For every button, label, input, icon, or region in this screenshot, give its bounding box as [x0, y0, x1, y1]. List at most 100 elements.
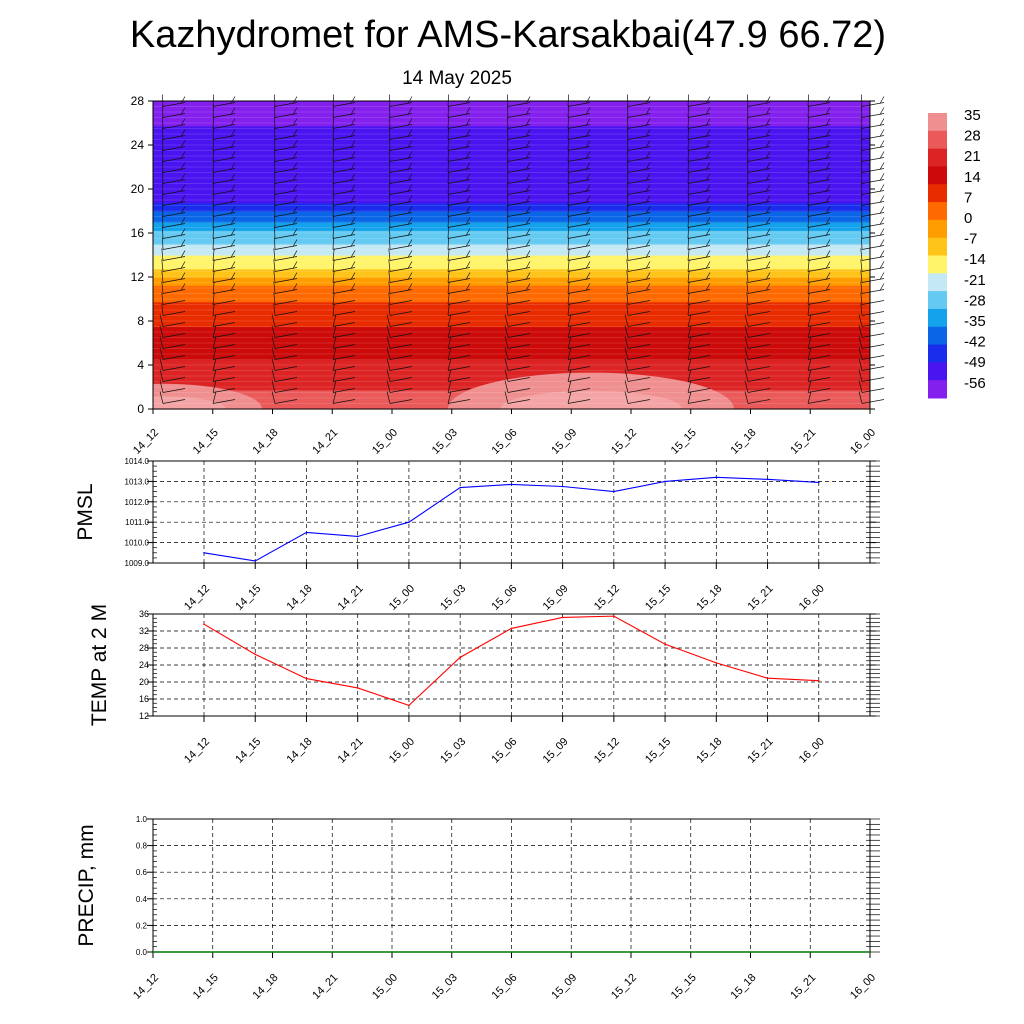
heat-band	[153, 125, 870, 130]
wind-barb	[212, 182, 236, 195]
wind-barb-shaft	[687, 388, 711, 393]
wind-barb-staff	[861, 193, 863, 206]
wind-barb-feather	[465, 140, 471, 148]
y-tick-label: 4	[137, 358, 144, 372]
wind-barb	[332, 391, 356, 404]
wind-barb	[388, 281, 413, 294]
wind-barb-staff	[567, 259, 570, 272]
heat-band	[153, 175, 870, 179]
chart-subtitle: 14 May 2025	[402, 68, 512, 89]
wind-barb-staff	[861, 237, 863, 250]
wind-barb-staff	[447, 358, 452, 371]
wind-barb	[687, 237, 711, 250]
wind-barb-staff	[332, 215, 334, 228]
wind-barb-shaft	[747, 355, 771, 360]
wind-barb	[507, 182, 531, 195]
wind-barb-feather	[585, 250, 591, 258]
wind-barb-staff	[212, 226, 214, 239]
x-tick-label: 14_18	[284, 583, 314, 613]
data-point	[561, 616, 564, 619]
wind-barb-feather	[465, 162, 471, 170]
wind-barb-staff	[860, 303, 863, 316]
heat-band	[153, 142, 870, 146]
wind-barb-staff	[807, 369, 812, 382]
heat-band	[153, 120, 870, 124]
wind-barb-feather	[645, 239, 651, 247]
wind-barb-feather	[180, 140, 186, 148]
wind-barb	[687, 292, 711, 305]
colorbar-swatch	[928, 130, 947, 150]
wind-barb-staff	[212, 116, 214, 129]
wind-barb-shaft	[212, 300, 236, 305]
wind-barb-staff	[386, 380, 391, 393]
pmsl-panel: 1009.0 1010.0 1011.0 1012.0 1013.0 1014.0 14_1…	[74, 457, 880, 613]
wind-barb-staff	[807, 325, 812, 338]
wind-barb-feather	[407, 118, 413, 126]
wind-barb-staff	[807, 193, 809, 206]
x-tick-label: 15_18	[694, 736, 724, 766]
wind-barb-feather	[525, 151, 531, 159]
wind-barb-shaft	[687, 333, 711, 338]
wind-barb-shaft	[389, 344, 413, 349]
wind-barb-feather	[350, 140, 356, 148]
wind-barb-feather	[705, 107, 711, 115]
wind-barb-staff	[447, 391, 452, 404]
wind-barb-shaft	[627, 311, 651, 316]
wind-barb-staff	[807, 336, 812, 349]
wind-barb	[332, 380, 356, 393]
wind-barb	[627, 116, 651, 129]
wind-barb-feather	[645, 173, 651, 181]
wind-barb	[807, 292, 831, 305]
heat-band	[153, 321, 870, 325]
wind-barb	[858, 314, 885, 327]
data-point	[510, 627, 513, 630]
wind-barb	[746, 248, 771, 261]
wind-barb-feather	[645, 283, 651, 291]
wind-barb	[447, 380, 471, 393]
heat-band	[153, 211, 870, 215]
heat-band	[153, 222, 870, 226]
wind-barb	[212, 105, 236, 118]
wind-barb	[626, 281, 651, 294]
wind-barb	[212, 336, 236, 349]
wind-barb-staff	[746, 281, 749, 294]
wind-barb-shaft	[747, 344, 771, 349]
wind-barb-feather	[180, 129, 186, 137]
wind-barb	[567, 204, 591, 217]
wind-barb	[274, 138, 298, 151]
wind-barb-feather	[465, 250, 471, 258]
wind-barb-shaft	[389, 355, 413, 360]
heat-band	[153, 288, 870, 292]
wind-barb	[861, 182, 885, 195]
x-tick-label: 15_03	[430, 972, 460, 1002]
wind-barb	[807, 105, 831, 118]
wind-barb-staff	[389, 138, 391, 151]
wind-barb-feather	[705, 195, 711, 203]
heat-band	[153, 156, 870, 160]
wind-barb-shaft	[807, 300, 831, 305]
wind-barb-staff	[274, 171, 276, 184]
wind-barb-staff	[212, 138, 214, 151]
wind-barb-shaft	[274, 388, 298, 393]
wind-barb	[389, 127, 413, 140]
heat-band	[153, 329, 870, 333]
wind-barb	[389, 105, 413, 118]
heat-band	[153, 290, 870, 295]
wind-barb-feather	[525, 272, 531, 280]
wind-barb-staff	[744, 358, 749, 371]
wind-barb	[447, 347, 471, 360]
data-point	[254, 653, 257, 656]
wind-barb-feather	[407, 239, 413, 247]
wind-barb	[162, 127, 186, 140]
wind-barb-staff	[687, 204, 689, 217]
heat-band	[153, 263, 870, 267]
wind-barb-feather	[180, 206, 186, 214]
warm-lobe	[153, 396, 226, 409]
wind-barb-shaft	[389, 322, 413, 327]
wind-barb	[447, 105, 471, 118]
wind-barb-feather	[292, 250, 298, 258]
wind-barb-feather	[525, 184, 531, 192]
wind-barb-staff	[687, 248, 690, 261]
y-tick-label: 24	[139, 660, 149, 670]
wind-barb-staff	[807, 105, 809, 118]
